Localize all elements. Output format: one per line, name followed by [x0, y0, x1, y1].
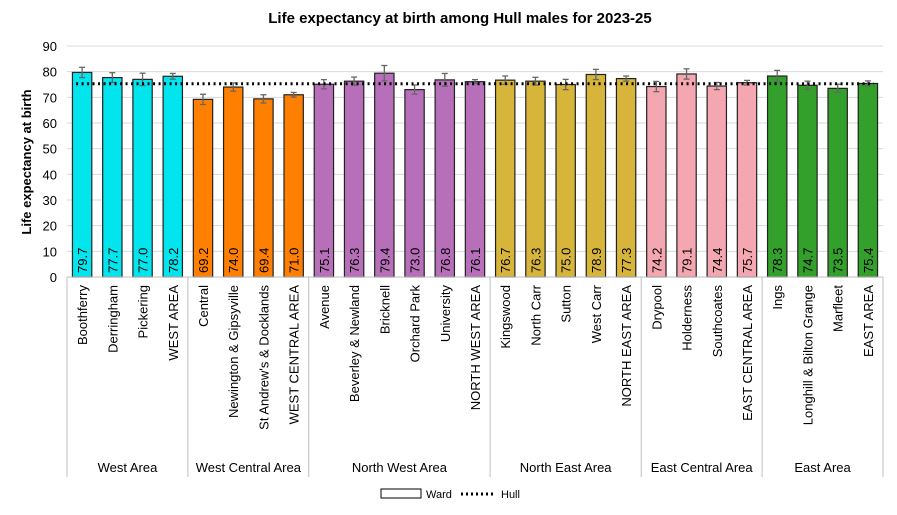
data-label: 71.0: [287, 248, 302, 273]
bar: [585, 73, 607, 278]
y-tick-label: 20: [43, 219, 57, 234]
x-tick-label: Pickering: [136, 285, 151, 338]
bar: [434, 79, 456, 278]
x-tick-label: Central: [196, 285, 211, 327]
y-tick-label: 0: [50, 270, 57, 285]
y-tick-label: 70: [43, 90, 57, 105]
bar: [676, 73, 697, 278]
x-axis-labels: Boothferry Derringham Pickering WEST AREA We…: [66, 276, 884, 477]
y-tick-label: 10: [43, 244, 57, 259]
x-tick-label: North Carr: [528, 284, 543, 345]
bar: [615, 77, 637, 278]
legend: Ward Hull: [380, 488, 520, 501]
data-label: 74.0: [226, 248, 241, 273]
x-tick-label: West Carr: [589, 284, 604, 343]
x-tick-label: Holderness: [680, 285, 695, 351]
data-label: 76.3: [528, 248, 543, 273]
x-tick-label: Boothferry: [75, 285, 90, 345]
x-tick-label: Ings: [770, 285, 785, 310]
x-tick-label: Marfleet: [831, 285, 846, 332]
bar: [525, 80, 546, 278]
group-label: North West Area: [352, 460, 448, 475]
data-label: 78.9: [589, 248, 604, 273]
y-tick-label: 50: [43, 142, 57, 157]
x-tick-label: Avenue: [317, 285, 332, 329]
bar: [132, 78, 153, 278]
data-label: 77.7: [105, 248, 120, 273]
bar: [494, 79, 516, 278]
x-tick-label: EAST CENTRAL AREA: [740, 285, 755, 421]
y-tick-label: 30: [43, 193, 57, 208]
data-label: 79.7: [75, 248, 90, 273]
group-label: West Area: [98, 460, 159, 475]
x-tick-label: Bricknell: [377, 285, 392, 334]
x-tick-label: St Andrew's & Docklands: [256, 285, 271, 430]
x-tick-label: Orchard Park: [408, 285, 423, 363]
chart-title: Life expectancy at birth among Hull male…: [268, 10, 651, 27]
data-label: 77.0: [136, 248, 151, 273]
x-tick-label: WEST AREA: [166, 285, 181, 361]
x-tick-label: University: [438, 285, 453, 343]
y-axis-label: Life expectancy at birth: [19, 89, 34, 234]
legend-ward-label: Ward: [426, 489, 452, 501]
group-label: East Central Area: [651, 460, 754, 475]
data-label: 79.1: [680, 248, 695, 273]
data-label: 75.7: [740, 248, 755, 273]
data-label: 78.2: [166, 248, 181, 273]
bar: [766, 75, 788, 278]
x-tick-label: Southcoates: [710, 285, 725, 358]
legend-hull-label: Hull: [501, 489, 520, 501]
data-label: 78.3: [770, 248, 785, 273]
data-label: 76.8: [438, 248, 453, 273]
y-tick-label: 80: [43, 65, 57, 80]
data-label: 74.4: [710, 248, 725, 273]
x-tick-label: NORTH WEST AREA: [468, 285, 483, 411]
y-tick-label: 40: [43, 167, 57, 182]
bar: [343, 80, 365, 278]
bar: [102, 76, 123, 278]
y-tick-label: 60: [43, 116, 57, 131]
x-tick-label: EAST AREA: [861, 285, 876, 357]
data-label: 74.7: [800, 248, 815, 273]
data-label: 75.4: [861, 248, 876, 273]
x-tick-label: Drypool: [649, 285, 664, 330]
data-label: 75.1: [317, 248, 332, 273]
bars: 79.7 77.7 77.0 78.2 69.2 74.0 69.4 71.0 75.1 76.3…: [71, 64, 879, 278]
bar: [71, 71, 93, 278]
data-label: 69.2: [196, 248, 211, 273]
data-label: 77.3: [619, 248, 634, 273]
data-label: 73.5: [831, 248, 846, 273]
x-tick-label: WEST CENTRAL AREA: [287, 285, 302, 425]
x-tick-label: Longhill & Bilton Grange: [800, 285, 815, 425]
data-label: 76.3: [347, 248, 362, 273]
data-label: 69.4: [256, 248, 271, 273]
y-tick-label: 90: [43, 39, 57, 54]
legend-ward-swatch: [380, 488, 422, 499]
x-tick-label: Beverley & Newland: [347, 285, 362, 402]
data-label: 79.4: [377, 248, 392, 273]
data-label: 73.0: [408, 248, 423, 273]
bar: [374, 72, 395, 278]
x-tick-label: NORTH EAST AREA: [619, 285, 634, 407]
x-tick-label: Newington & Gipsyville: [226, 285, 241, 418]
data-label: 74.2: [649, 248, 664, 273]
data-label: 76.1: [468, 248, 483, 273]
y-axis-ticks: 0 10 20 30 40 50 60 70 80 90: [43, 39, 57, 285]
x-tick-label: Kingswood: [498, 285, 513, 349]
group-label: West Central Area: [196, 460, 302, 475]
group-label: North East Area: [520, 460, 613, 475]
data-label: 75.0: [559, 248, 574, 273]
x-tick-label: Sutton: [559, 285, 574, 323]
bar: [162, 75, 184, 278]
x-tick-label: Derringham: [105, 285, 120, 353]
group-label: East Area: [794, 460, 851, 475]
data-label: 76.7: [498, 248, 513, 273]
